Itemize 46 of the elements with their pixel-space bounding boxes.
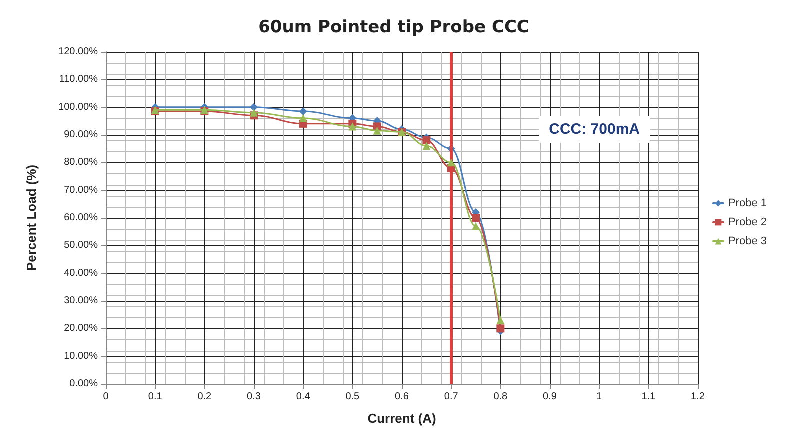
x-tick-label: 0.9 <box>543 392 558 402</box>
chart-title: 60um Pointed tip Probe CCC <box>258 18 530 38</box>
point <box>250 108 258 117</box>
y-axis-title: Percent Load (%) <box>24 164 39 272</box>
y-tick-label: 80.00% <box>64 157 98 168</box>
point <box>348 122 357 131</box>
legend-label: Probe 2 <box>728 216 768 228</box>
legend-label: Probe 1 <box>728 198 768 210</box>
x-tick-label: 0.3 <box>247 392 262 402</box>
y-tick-label: 40.00% <box>64 268 98 279</box>
x-tick-label: 1.1 <box>642 392 656 402</box>
point <box>472 214 480 222</box>
point <box>422 136 431 145</box>
point <box>250 103 258 112</box>
y-tick-label: 50.00% <box>64 240 98 252</box>
point <box>447 158 456 167</box>
x-tick-label: 0.1 <box>148 392 163 402</box>
point <box>496 316 505 324</box>
x-tick-label: 0.2 <box>198 392 212 402</box>
point <box>299 107 308 116</box>
y-tick-label: 90.00% <box>64 130 98 140</box>
x-tick-label: 1 <box>596 392 603 402</box>
y-tick-label: 10.00% <box>64 350 98 362</box>
point <box>472 222 480 230</box>
annotation: CCC: 700mA <box>549 121 640 138</box>
y-tick-label: 20.00% <box>64 323 98 334</box>
x-tick-label: 0.4 <box>296 392 311 402</box>
x-axis-title: Current (A) <box>368 411 436 426</box>
x-tick-label: 0.8 <box>494 392 508 402</box>
point <box>373 126 382 135</box>
x-tick-label: 0.6 <box>395 392 410 402</box>
point <box>299 114 308 122</box>
x-tick-label: 0.7 <box>444 392 459 402</box>
point <box>496 324 505 333</box>
y-tick-label: 70.00% <box>64 184 98 196</box>
y-tick-label: 120.00% <box>58 46 98 58</box>
y-tick-label: 110.00% <box>59 74 98 86</box>
y-tick-label: 30.00% <box>64 296 98 306</box>
point <box>422 142 431 150</box>
y-tick-label: 0.00% <box>70 378 98 390</box>
x-tick-label: 0.5 <box>346 392 360 402</box>
y-tick-label: 60.00% <box>64 212 98 224</box>
y-tick-label: 100.00% <box>58 102 98 113</box>
x-tick-label: 0 <box>103 392 110 402</box>
legend-label: Probe 3 <box>728 236 768 248</box>
x-tick-label: 1.2 <box>691 392 706 402</box>
